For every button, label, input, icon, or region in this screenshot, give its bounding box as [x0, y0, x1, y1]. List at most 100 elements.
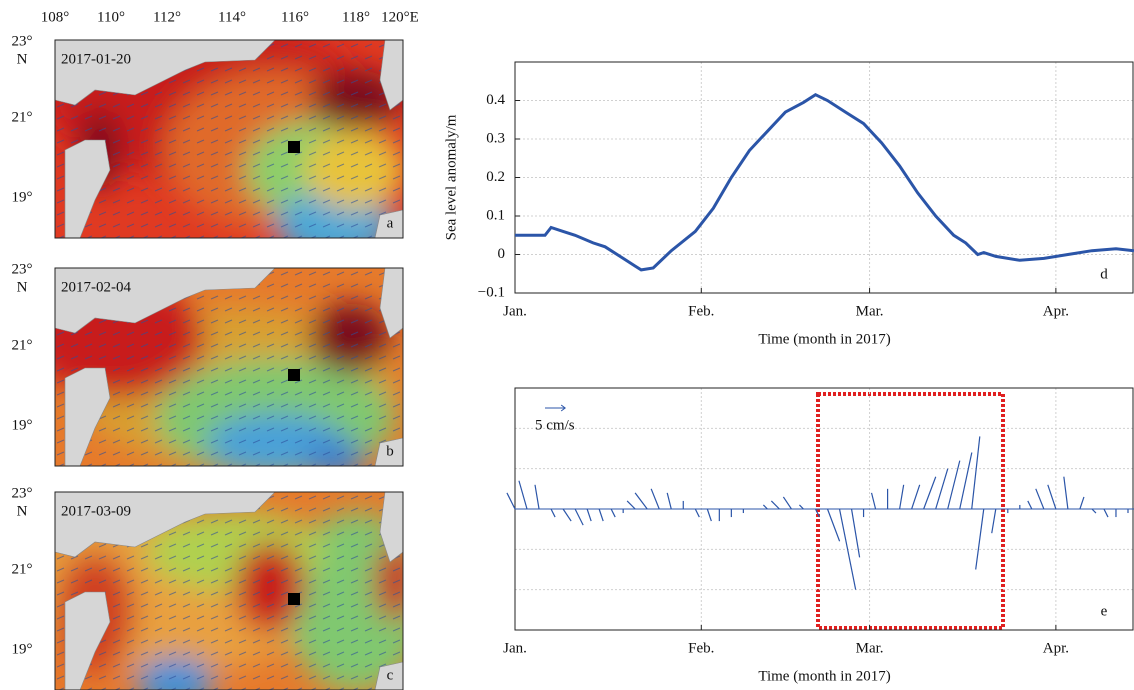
map-frame — [54, 39, 404, 239]
lat-label: 21° — [12, 337, 33, 353]
map-frame — [54, 491, 404, 690]
stick — [923, 476, 937, 510]
panel-label: a — [387, 215, 394, 231]
lat-label: 21° — [12, 109, 33, 125]
lon-label: 118° — [342, 9, 370, 25]
lat-label: 19° — [12, 641, 33, 657]
lon-label: 112° — [153, 9, 181, 25]
x-tick-label: Jan. — [503, 640, 527, 656]
y-tick-label: 0 — [498, 246, 506, 262]
lat-label: N — [17, 279, 28, 295]
stick — [1063, 476, 1069, 510]
y-tick-label: 0.1 — [486, 207, 505, 223]
y-tick-label: −0.1 — [478, 284, 505, 300]
map-panel: 2017-03-09 c — [54, 491, 404, 690]
map-date: 2017-03-09 — [61, 503, 131, 519]
stick — [518, 480, 528, 510]
stick — [782, 496, 792, 510]
lat-label: 23° — [12, 261, 33, 277]
station — [288, 593, 300, 605]
stick — [975, 508, 985, 570]
x-tick-label: Apr. — [1043, 640, 1069, 656]
land — [379, 492, 403, 563]
land — [374, 437, 403, 466]
lon-label: 110° — [97, 9, 125, 25]
stick — [666, 492, 672, 510]
stick — [850, 508, 861, 558]
stick — [550, 508, 556, 518]
x-tick-label: Apr. — [1043, 303, 1069, 319]
y-tick-label: 0.4 — [486, 92, 505, 108]
date-box — [57, 500, 157, 522]
lat-label: N — [17, 503, 28, 519]
land — [64, 139, 111, 238]
lon-label: 116° — [281, 9, 309, 25]
x-axis-label: Time (month in 2017) — [758, 668, 890, 684]
stick — [650, 488, 660, 510]
stick — [870, 492, 877, 510]
land — [374, 661, 403, 690]
stick — [991, 508, 997, 534]
stick — [935, 468, 949, 510]
line — [515, 92, 1134, 272]
y-tick-label: 0.3 — [486, 130, 505, 146]
scale-arrow-head — [560, 404, 567, 412]
stick — [610, 508, 616, 518]
date-box — [57, 276, 157, 298]
map-panel: 2017-02-04 b — [54, 267, 404, 467]
stick — [1035, 488, 1045, 510]
stick — [562, 508, 572, 522]
stick — [506, 492, 516, 510]
stick — [1103, 508, 1109, 518]
land — [374, 209, 403, 238]
land — [64, 367, 111, 466]
station — [288, 141, 300, 153]
panel-label: b — [386, 443, 394, 459]
stick — [1027, 500, 1033, 510]
map-date: 2017-02-04 — [61, 279, 131, 295]
stick — [1079, 496, 1085, 510]
lat-label: N — [17, 51, 28, 67]
stick — [762, 504, 768, 510]
panel-label: d — [1100, 266, 1108, 282]
stick — [814, 508, 821, 518]
map-field — [55, 492, 403, 690]
x-tick-label: Jan. — [503, 303, 527, 319]
y-axis-label: Sea level anomaly/m — [443, 114, 459, 240]
stick — [799, 504, 804, 510]
x-tick-label: Feb. — [688, 640, 714, 656]
stick — [574, 508, 584, 526]
stick — [1047, 484, 1057, 510]
x-axis-label: Time (month in 2017) — [758, 331, 890, 347]
stick — [947, 460, 961, 510]
stick — [911, 484, 921, 510]
stick — [598, 508, 604, 522]
stick — [899, 484, 905, 510]
lat-label: 19° — [12, 417, 33, 433]
map-field — [55, 268, 403, 466]
lat-label: 19° — [12, 189, 33, 205]
lon-label: 114° — [218, 9, 246, 25]
stick — [826, 508, 841, 542]
stick — [959, 452, 973, 510]
axes-frame — [514, 61, 1134, 294]
stick — [534, 484, 540, 510]
land — [379, 40, 403, 111]
date-box — [57, 48, 157, 70]
stick — [770, 500, 780, 510]
panel-label: e — [1101, 603, 1108, 619]
station — [288, 369, 300, 381]
panel-label: c — [387, 667, 394, 683]
land — [64, 591, 111, 690]
x-tick-label: Feb. — [688, 303, 714, 319]
map-frame — [54, 267, 404, 467]
stick — [634, 492, 648, 510]
stick — [1091, 508, 1097, 514]
y-tick-label: 0.2 — [486, 169, 505, 185]
x-tick-label: Mar. — [856, 640, 884, 656]
stick — [694, 508, 700, 518]
lat-label: 23° — [12, 485, 33, 501]
lat-label: 23° — [12, 33, 33, 49]
